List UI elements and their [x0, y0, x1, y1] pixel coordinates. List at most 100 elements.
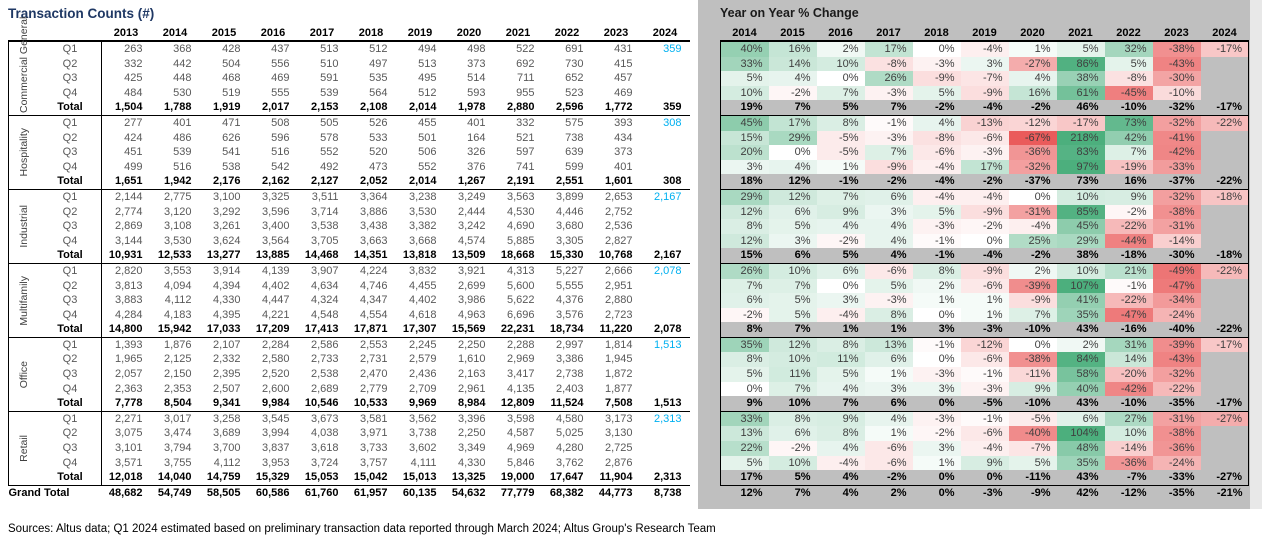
- grand-total-cell: 48,682: [108, 486, 143, 499]
- count-cell: 4,111: [410, 456, 437, 469]
- yoy-cell: 9%: [816, 411, 865, 427]
- count-cell: [641, 441, 690, 456]
- yoy-header: 2014 2015 2016 2017 2018 2019 2020 2021 2022 2023…: [720, 25, 1249, 41]
- count-cell: 3,100: [212, 190, 241, 203]
- count-cell: 575: [565, 116, 584, 129]
- count-cell: 4,587: [506, 427, 535, 440]
- yoy-title: Year on Year % Change: [720, 6, 859, 20]
- yoy-cell: -33%: [1168, 471, 1195, 484]
- grand-total-cell: -35%: [1168, 486, 1195, 499]
- table-row: Hospitality Q1 277 401 471 508 505 526 455 401 332…: [8, 115, 690, 190]
- sector-label: Commercial General: [8, 17, 39, 116]
- yoy-cell: 1%: [1008, 41, 1057, 57]
- grand-total-cell: 58,505: [206, 486, 241, 499]
- count-cell: 8,504: [163, 397, 192, 410]
- yoy-cell: 14%: [768, 56, 817, 72]
- yoy-cell: -7%: [960, 71, 1009, 86]
- count-cell: 415: [614, 57, 633, 70]
- count-cell: 4,402: [408, 294, 437, 307]
- yoy-cell: 0%: [912, 41, 961, 57]
- quarter-label: Q3: [39, 367, 102, 382]
- year-header: 2018: [358, 26, 384, 39]
- sector-label: Office: [8, 337, 39, 412]
- count-cell: 512: [369, 43, 388, 55]
- yoy-cell: -6%: [960, 352, 1009, 368]
- count-cell: 4,376: [555, 294, 584, 307]
- yoy-cell: -2%: [1030, 249, 1051, 262]
- yoy-cell: 38%: [1076, 249, 1099, 262]
- yoy-cell: 0%: [816, 278, 865, 294]
- count-cell: 2,579: [408, 353, 437, 366]
- grand-total-cell: 12%: [740, 486, 763, 499]
- count-cell: 3,017: [163, 412, 192, 425]
- count-cell: 401: [173, 116, 192, 129]
- yoy-cell: -32%: [1152, 189, 1201, 205]
- yoy-cell: -12%: [1008, 115, 1057, 131]
- yoy-cell: [1201, 57, 1249, 72]
- yoy-cell: -8%: [864, 56, 913, 72]
- yoy-cell: 12%: [768, 337, 817, 353]
- count-cell: 597: [516, 146, 535, 159]
- yoy-cell: -43%: [1152, 56, 1201, 72]
- count-cell: 484: [124, 86, 143, 99]
- yoy-cell: 6%: [720, 293, 769, 308]
- yoy-cell: -17%: [1216, 101, 1242, 114]
- count-cell: 2,876: [604, 456, 633, 469]
- count-cell: [641, 367, 690, 382]
- count-cell: 1,504: [114, 101, 143, 114]
- year-header: 2020: [1020, 26, 1045, 39]
- count-cell: 15,042: [353, 471, 388, 484]
- yoy-cell: 6%: [816, 263, 865, 279]
- yoy-cell: 17%: [960, 159, 1009, 175]
- yoy-cell: 17%: [768, 115, 817, 131]
- sector-hospitality-yoy: 45% 17% 8% -1% 4% -13% -12% -17% 73% -32% -22% 15% 2…: [720, 115, 1249, 190]
- count-cell: 1,513: [653, 397, 682, 410]
- count-cell: 3,261: [212, 220, 241, 233]
- yoy-cell: 13%: [864, 337, 913, 353]
- yoy-cell: 104%: [1056, 426, 1105, 442]
- count-cell: 4,183: [163, 308, 192, 321]
- yoy-cell: 43%: [1076, 323, 1099, 336]
- count-cell: 3,755: [163, 456, 192, 469]
- year-header: 2024: [1212, 26, 1237, 39]
- year-header: 2024: [652, 26, 678, 39]
- year-header: 2015: [211, 26, 237, 39]
- yoy-cell: 0%: [768, 145, 817, 160]
- sector-label-text: Retail: [17, 434, 30, 462]
- quarter-label: Q1: [39, 411, 102, 427]
- count-cell: [641, 426, 690, 441]
- yoy-cell: -4%: [816, 307, 865, 323]
- count-cell: 11,524: [550, 397, 584, 410]
- count-cell: [641, 219, 690, 234]
- count-cell: 3,714: [310, 205, 339, 218]
- yoy-cell: 9%: [746, 397, 763, 410]
- yoy-cell: 8%: [912, 263, 961, 279]
- count-cell: 3,663: [359, 234, 388, 247]
- yoy-cell: -30%: [1168, 249, 1195, 262]
- yoy-cell: -5%: [816, 130, 865, 146]
- count-cell: 2,250: [457, 338, 486, 351]
- count-cell: 3,382: [408, 220, 437, 233]
- yoy-cell: -6%: [864, 441, 913, 456]
- count-cell: 3,364: [359, 190, 388, 203]
- grand-total-cell: 77,779: [500, 486, 535, 499]
- count-cell: 2,014: [408, 101, 437, 114]
- yoy-cell: -17%: [1056, 115, 1105, 131]
- count-cell: 15,013: [402, 471, 437, 484]
- count-cell: 7,508: [604, 397, 633, 410]
- count-cell: 4,447: [261, 294, 290, 307]
- yoy-cell: [1201, 234, 1249, 249]
- yoy-cell: 29%: [768, 130, 817, 146]
- yoy-cell: -42%: [1104, 381, 1153, 397]
- count-cell: 3,986: [457, 294, 486, 307]
- count-cell: 3,173: [604, 412, 633, 425]
- count-cell: [641, 308, 690, 323]
- count-cell: 3,474: [163, 427, 192, 440]
- yoy-cell: -37%: [1168, 175, 1195, 188]
- count-cell: 730: [565, 57, 584, 70]
- yoy-cell: 5%: [794, 471, 811, 484]
- count-cell: 3,724: [310, 456, 339, 469]
- quarter-label: Q3: [39, 293, 102, 308]
- yoy-cell: -1%: [960, 411, 1009, 427]
- count-cell: 4,139: [261, 264, 290, 277]
